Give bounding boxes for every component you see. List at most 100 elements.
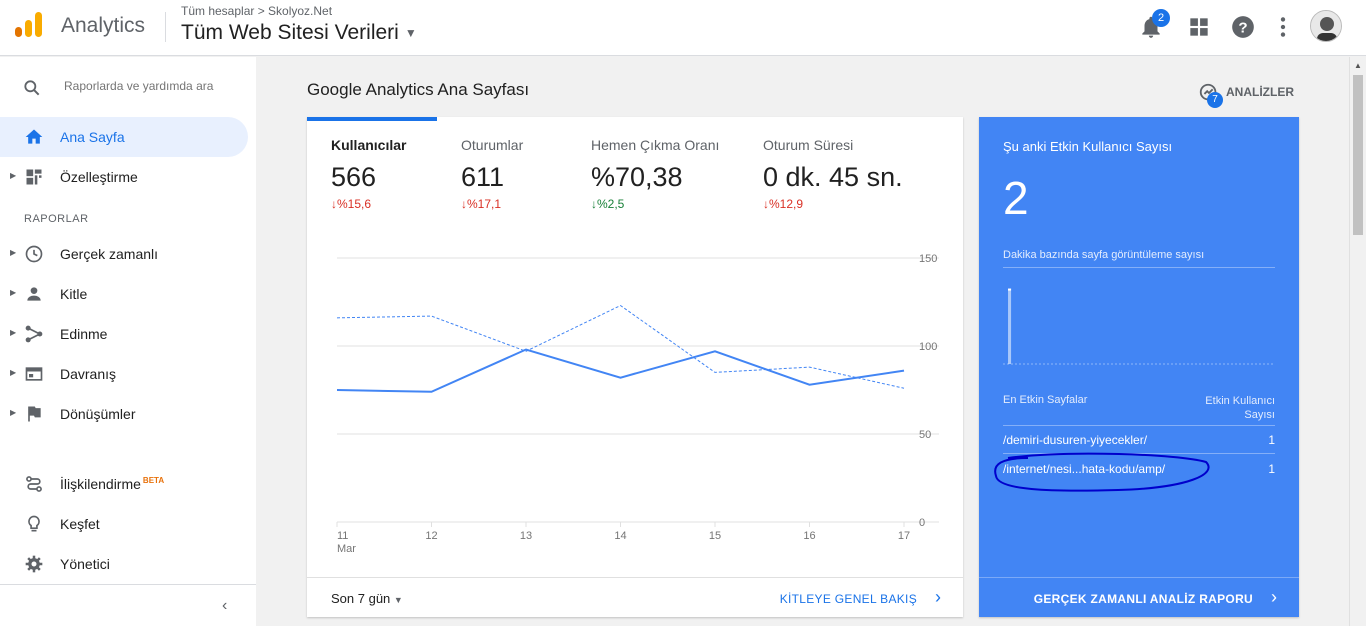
users-line-chart: 150 100 50 0 11 12 13 14 15 16 17 Mar [336, 253, 939, 555]
top-page-path[interactable]: /internet/nesi...hata-kodu/amp/ [1003, 462, 1166, 476]
metric-change: ↓%12,9 [763, 197, 903, 211]
sidebar-item-attribution[interactable]: İlişkilendirme BETA [0, 464, 248, 504]
x-tick-label: 14 [614, 530, 626, 542]
sidebar-item-label: Edinme [60, 326, 108, 342]
dashboard-icon [26, 169, 42, 185]
sidebar-item-label: Gerçek zamanlı [60, 246, 159, 262]
sidebar-item-home[interactable]: Ana Sayfa [0, 117, 248, 157]
pageviews-per-minute-label: Dakika bazında sayfa görüntüleme sayısı [1003, 249, 1205, 261]
acquisition-icon [25, 325, 43, 343]
expand-arrow-icon: ▶ [10, 288, 17, 297]
flag-icon [28, 406, 41, 422]
top-page-path[interactable]: /demiri-dusuren-yiyecekler/ [1003, 433, 1148, 447]
x-tick-label: 16 [803, 530, 815, 542]
top-pages-header: En Etkin Sayfalar [1003, 394, 1088, 406]
metric-bounce-rate[interactable]: Hemen Çıkma Oranı %70,38 ↓%2,5 [591, 137, 719, 211]
y-tick-label: 0 [919, 517, 925, 529]
scroll-up-arrow-icon[interactable]: ▲ [1354, 61, 1362, 70]
sidebar-item-label: Ana Sayfa [60, 129, 125, 145]
more-vert-icon[interactable] [1270, 14, 1296, 40]
date-range-label: Son 7 gün [331, 591, 391, 606]
page-scrollbar[interactable]: ▲ [1349, 57, 1366, 626]
sidebar-item-audience[interactable]: ▶ Kitle [0, 274, 248, 314]
sidebar-divider [0, 584, 256, 585]
audience-overview-link[interactable]: KİTLEYE GENEL BAKIŞ [779, 592, 917, 606]
active-tab-indicator [307, 117, 437, 121]
sidebar-item-label: Kitle [60, 286, 88, 302]
account-breadcrumb[interactable]: Tüm hesaplar > Skolyoz.Net [181, 4, 333, 18]
top-header: Analytics Tüm hesaplar > Skolyoz.Net Tüm… [0, 0, 1366, 56]
active-users-header: Etkin Kullanıcı Sayısı [1205, 395, 1275, 421]
search-input[interactable] [64, 79, 244, 93]
sidebar-item-label: Yönetici [60, 556, 110, 572]
realtime-active-users: 2 [1003, 172, 1029, 224]
y-tick-label: 150 [919, 253, 937, 265]
scroll-thumb[interactable] [1353, 75, 1363, 235]
collapse-sidebar-icon[interactable]: ‹ [222, 597, 228, 614]
expand-arrow-icon: ▶ [10, 408, 17, 417]
property-selector[interactable]: Tüm Web Sitesi Verileri ▼ [181, 21, 417, 45]
expand-arrow-icon: ▶ [10, 328, 17, 337]
arrow-down-icon: ↓ [331, 197, 337, 211]
handwritten-circle-annotation [994, 452, 1210, 492]
realtime-footer: GERÇEK ZAMANLI ANALİZ RAPORU › [979, 577, 1299, 617]
metric-change-value: %2,5 [597, 197, 625, 211]
sidebar-item-label-wrap: İlişkilendirme BETA [60, 476, 164, 492]
top-page-count: 1 [1268, 462, 1275, 476]
apps-grid-icon[interactable] [1186, 14, 1212, 40]
audience-card: Kullanıcılar 566 ↓%15,6 Oturumlar 611 ↓%… [307, 117, 963, 617]
divider [1003, 267, 1275, 268]
metric-value: %70,38 [591, 162, 683, 192]
realtime-card: Şu anki Etkin Kullanıcı Sayısı 2 Dakika … [979, 117, 1299, 617]
sidebar-item-realtime[interactable]: ▶ Gerçek zamanlı [0, 234, 248, 274]
sidebar-item-behavior[interactable]: ▶ Davranış [0, 354, 248, 394]
sidebar-item-discover[interactable]: Keşfet [0, 504, 248, 544]
metric-label: Hemen Çıkma Oranı [591, 137, 720, 153]
sidebar-item-admin[interactable]: Yönetici [0, 544, 248, 584]
x-tick-label: 15 [709, 530, 721, 542]
sidebar-item-customization[interactable]: ▶ Özelleştirme [0, 157, 248, 197]
help-icon[interactable]: ? [1230, 14, 1256, 40]
metric-sessions[interactable]: Oturumlar 611 ↓%17,1 [461, 137, 523, 211]
divider [1003, 425, 1275, 426]
analytics-logo-icon[interactable] [14, 10, 44, 40]
metric-change-value: %15,6 [337, 197, 372, 211]
metric-change-value: %17,1 [467, 197, 502, 211]
sidebar-item-acquisition[interactable]: ▶ Edinme [0, 314, 248, 354]
series-line-current [336, 348, 905, 393]
metric-users[interactable]: Kullanıcılar 566 ↓%15,6 [331, 137, 406, 211]
divider [1003, 453, 1275, 454]
x-tick-label: 11 [337, 530, 348, 542]
notification-badge: 2 [1152, 9, 1170, 27]
x-month-label: Mar [337, 543, 356, 555]
top-page-count: 1 [1268, 433, 1275, 447]
metric-session-duration[interactable]: Oturum Süresi 0 dk. 45 sn. ↓%12,9 [763, 137, 903, 211]
arrow-down-icon: ↓ [461, 197, 467, 211]
page-title: Google Analytics Ana Sayfası [307, 80, 530, 99]
metric-value: 611 [461, 162, 505, 192]
metric-label: Oturumlar [461, 137, 524, 153]
y-tick-label: 100 [919, 341, 937, 353]
arrow-down-icon: ↓ [763, 197, 769, 211]
avatar[interactable] [1310, 10, 1342, 42]
pageview-bar [1008, 288, 1012, 364]
x-tick-label: 12 [425, 530, 437, 542]
chevron-right-icon[interactable]: › [1271, 587, 1277, 607]
x-tick-label: 13 [520, 530, 532, 542]
sidebar-item-conversions[interactable]: ▶ Dönüşümler [0, 394, 248, 434]
sidebar-item-label: Dönüşümler [60, 406, 136, 422]
metric-value: 0 dk. 45 sn. [763, 162, 903, 192]
chevron-right-icon[interactable]: › [935, 587, 941, 607]
caret-down-icon: ▼ [404, 26, 417, 41]
insights-button[interactable]: ANALİZLER [1226, 85, 1294, 99]
metric-value: 566 [331, 162, 377, 192]
card-footer: Son 7 gün ▼ KİTLEYE GENEL BAKIŞ › [307, 577, 963, 617]
header-divider [165, 12, 166, 42]
pageview-bar-cap [1008, 288, 1012, 291]
realtime-report-link[interactable]: GERÇEK ZAMANLI ANALİZ RAPORU [1033, 592, 1253, 606]
realtime-title: Şu anki Etkin Kullanıcı Sayısı [1003, 139, 1173, 154]
lightbulb-icon [28, 515, 40, 532]
person-icon [27, 287, 41, 301]
date-range-select[interactable]: Son 7 gün ▼ [331, 591, 403, 606]
sidebar-item-label: Özelleştirme [60, 169, 138, 185]
